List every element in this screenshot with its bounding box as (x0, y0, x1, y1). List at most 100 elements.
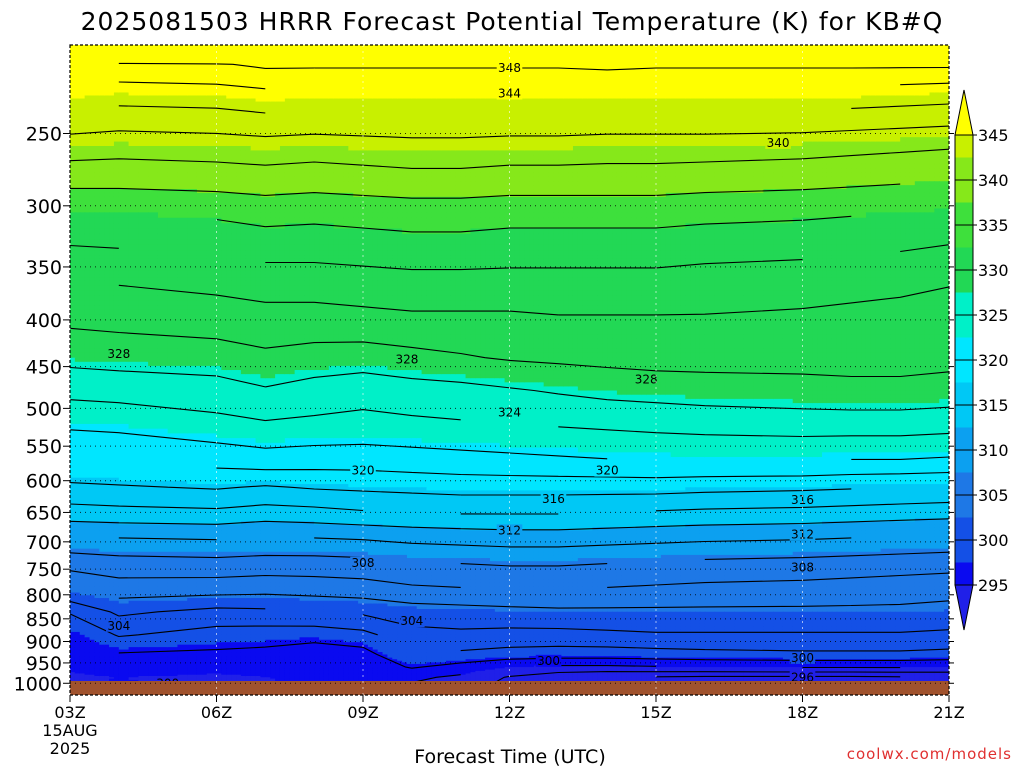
theta-fill-cell (256, 124, 261, 129)
theta-fill-cell (514, 115, 519, 120)
theta-fill-cell (412, 111, 417, 116)
theta-fill-cell (563, 142, 568, 147)
theta-fill-cell (329, 111, 334, 116)
theta-fill-cell (363, 111, 368, 116)
theta-fill-cell (339, 111, 344, 116)
theta-fill-cell (602, 111, 607, 116)
theta-fill-cell (114, 133, 119, 138)
theta-fill-cell (402, 111, 407, 116)
theta-fill-cell (461, 115, 466, 120)
theta-fill-cell (387, 137, 392, 142)
theta-fill-cell (417, 133, 422, 138)
theta-fill-cell (270, 115, 275, 120)
theta-fill-cell (827, 133, 832, 138)
theta-fill-cell (324, 128, 329, 133)
theta-fill-cell (549, 128, 554, 133)
theta-fill-cell (685, 137, 690, 142)
theta-fill-cell (578, 111, 583, 116)
theta-fill-cell (612, 111, 617, 116)
theta-fill-cell (837, 142, 842, 147)
theta-fill-cell (75, 115, 80, 120)
theta-fill-cell (632, 119, 637, 124)
theta-fill-cell (529, 137, 534, 142)
theta-fill-cell (544, 142, 549, 147)
theta-fill-cell (676, 124, 681, 129)
theta-fill-cell (466, 124, 471, 129)
theta-fill-cell (861, 111, 866, 116)
theta-fill-cell (324, 119, 329, 124)
theta-fill-cell (690, 115, 695, 120)
theta-fill-cell (207, 115, 217, 120)
theta-fill-cell (646, 124, 651, 129)
theta-fill-cell (231, 124, 236, 129)
theta-fill-cell (607, 142, 612, 147)
theta-fill-cell (304, 124, 309, 129)
theta-fill-cell (549, 133, 554, 138)
theta-fill-cell (744, 115, 754, 120)
theta-fill-cell (744, 119, 754, 124)
theta-fill-cell (461, 111, 466, 116)
theta-fill-cell (588, 137, 593, 142)
theta-fill-cell (744, 128, 754, 133)
theta-fill-cell (422, 119, 427, 124)
theta-fill-cell (519, 142, 524, 147)
theta-fill-cell (690, 119, 695, 124)
theta-fill-cell (387, 111, 392, 116)
theta-fill-cell (832, 133, 837, 138)
theta-fill-cell (422, 111, 427, 116)
theta-fill-cell (231, 119, 236, 124)
theta-fill-cell (695, 137, 700, 142)
theta-fill-cell (231, 128, 236, 133)
theta-fill-cell (553, 137, 558, 142)
theta-fill-cell (656, 124, 661, 129)
theta-fill-cell (612, 115, 617, 120)
theta-fill-cell (373, 111, 378, 116)
theta-fill-cell (334, 128, 339, 133)
theta-fill-cell (578, 128, 583, 133)
theta-fill-cell (290, 128, 295, 133)
theta-fill-cell (431, 111, 436, 116)
theta-fill-cell (441, 124, 446, 129)
theta-fill-cell (495, 115, 500, 120)
theta-fill-cell (866, 137, 871, 142)
theta-fill-cell (343, 119, 348, 124)
theta-fill-cell (553, 115, 558, 120)
theta-fill-cell (632, 124, 637, 129)
theta-fill-cell (456, 115, 461, 120)
theta-fill-cell (397, 111, 402, 116)
theta-fill-cell (129, 115, 139, 120)
theta-fill-cell (851, 115, 856, 120)
theta-fill-cell (80, 111, 85, 116)
theta-fill-cell (475, 142, 480, 147)
theta-fill-cell (334, 115, 339, 120)
theta-fill-cell (597, 124, 602, 129)
theta-fill-cell (241, 124, 246, 129)
theta-fill-cell (724, 111, 734, 116)
theta-fill-cell (837, 119, 842, 124)
theta-fill-cell (544, 124, 549, 129)
theta-fill-cell (641, 119, 646, 124)
theta-fill-cell (763, 111, 773, 116)
theta-fill-cell (300, 142, 305, 147)
theta-fill-cell (510, 128, 515, 133)
theta-fill-cell (90, 137, 95, 142)
theta-fill-cell (290, 119, 295, 124)
theta-fill-cell (329, 124, 334, 129)
theta-fill-cell (602, 115, 607, 120)
theta-fill-cell (485, 137, 490, 142)
theta-fill-cell (612, 128, 617, 133)
theta-fill-cell (861, 128, 866, 133)
theta-fill-cell (783, 124, 793, 129)
theta-fill-cell (656, 137, 661, 142)
theta-fill-cell (431, 124, 436, 129)
theta-fill-cell (568, 128, 573, 133)
theta-fill-cell (500, 128, 505, 133)
theta-fill-cell (226, 142, 231, 147)
theta-fill-cell (339, 115, 344, 120)
theta-fill-cell (553, 124, 558, 129)
theta-fill-cell (221, 119, 226, 124)
theta-fill-cell (690, 133, 695, 138)
theta-fill-cell (588, 124, 593, 129)
theta-fill-cell (837, 124, 842, 129)
